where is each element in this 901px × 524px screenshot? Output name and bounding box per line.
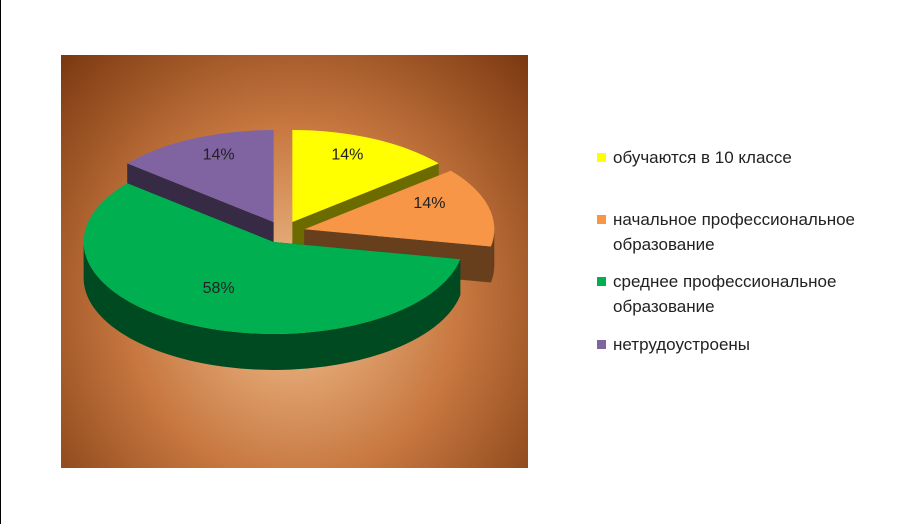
legend-swatch [597, 215, 606, 224]
legend-item: начальное профессиональное образование [597, 207, 893, 257]
legend-label: нетрудоустроены [613, 335, 751, 354]
slice-side [83, 241, 461, 370]
slice-side [490, 229, 495, 283]
data-label: 58% [203, 280, 235, 297]
legend-label: обучаются в 10 классе [613, 148, 792, 167]
legend-swatch [597, 340, 606, 349]
legend-item: нетрудоустроены [597, 332, 893, 357]
legend-swatch [597, 153, 606, 162]
data-label: 14% [331, 147, 363, 164]
slice-top [83, 183, 461, 334]
pie-slice [83, 183, 461, 370]
legend-label: среднее профессиональное образование [613, 272, 837, 316]
slice-top [127, 130, 274, 223]
legend-item: обучаются в 10 классе [597, 145, 893, 170]
slice-top [304, 170, 495, 247]
legend-item: среднее профессиональное образование [597, 269, 893, 319]
legend-label: начальное профессиональное образование [613, 210, 856, 254]
data-label: 14% [413, 195, 445, 212]
data-label: 14% [203, 147, 235, 164]
legend-swatch [597, 277, 606, 286]
slice-top [292, 130, 439, 223]
